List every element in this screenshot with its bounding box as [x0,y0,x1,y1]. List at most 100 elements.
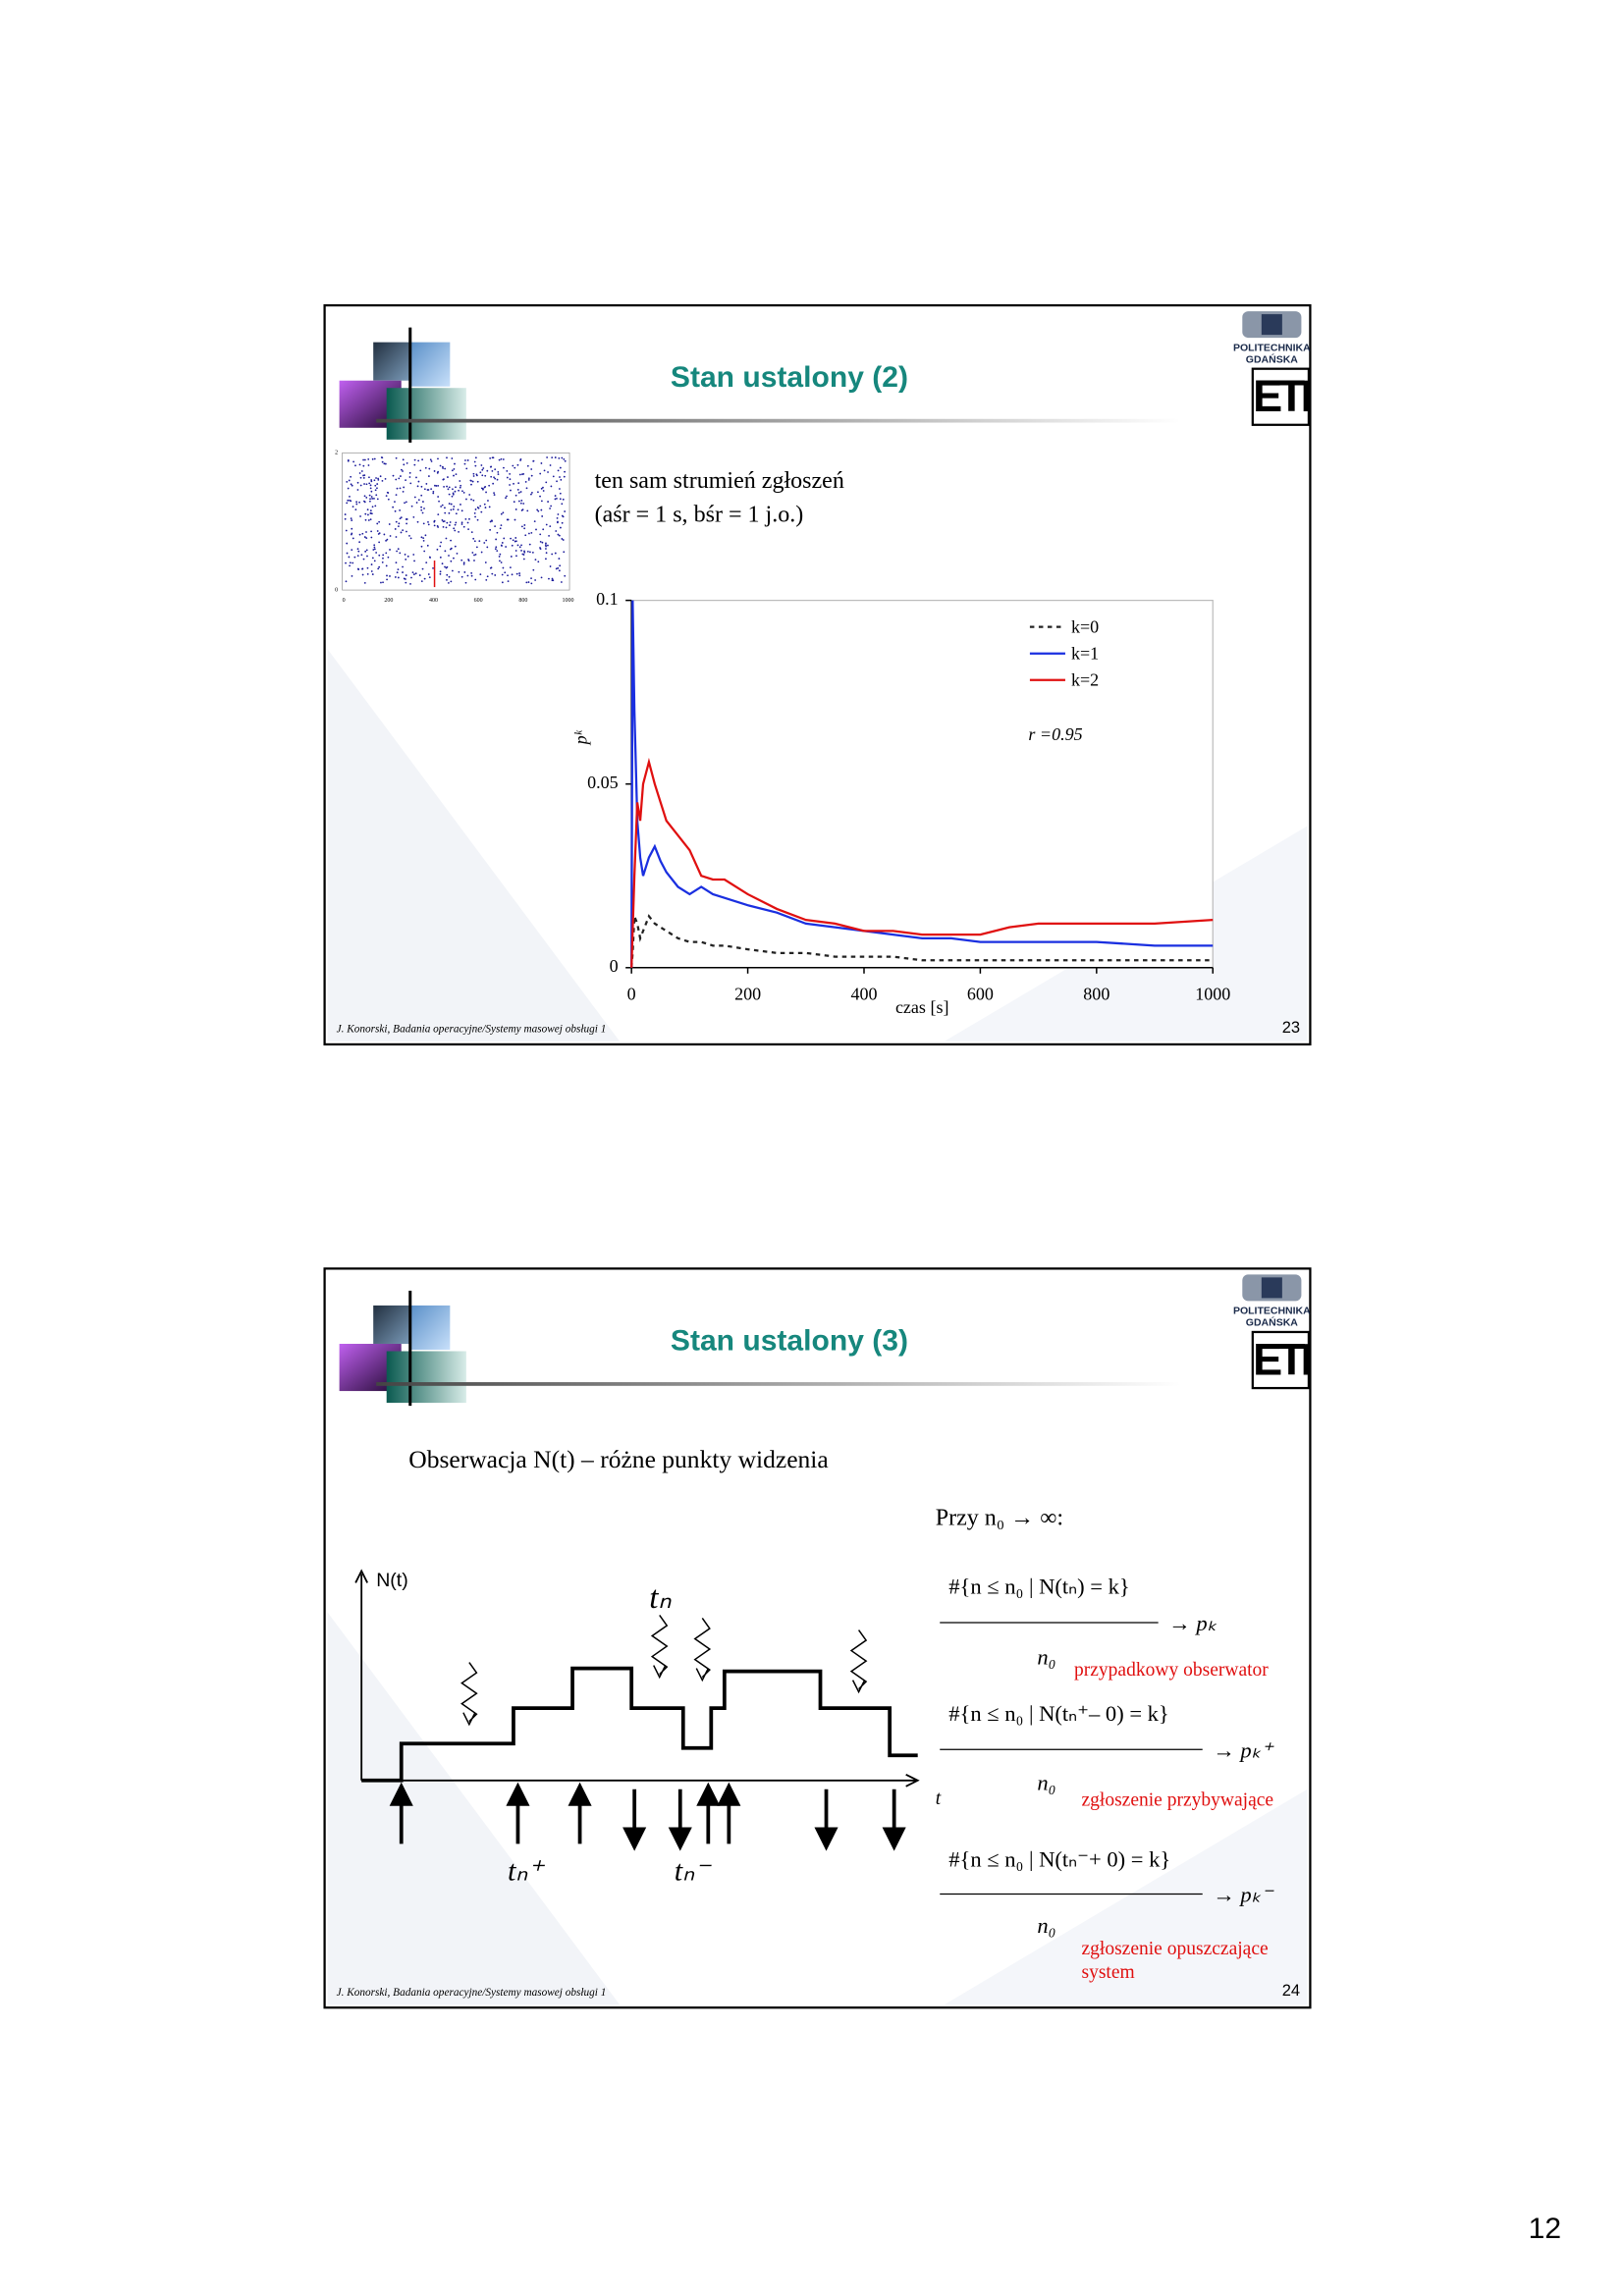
thumbnail-dot [510,537,513,540]
thumbnail-dot [460,509,463,512]
thumbnail-dot [441,519,444,521]
thumbnail-dot [392,506,395,508]
arrival-arrow [717,1782,741,1844]
thumbnail-dot [432,492,435,495]
thumbnail-dot [370,479,373,481]
thumbnail-dot [519,502,522,505]
thumbnail-dot [464,517,467,520]
thumbnail-dot [471,480,474,483]
thumbnail-dot [417,459,420,462]
thumbnail-dot [384,462,387,465]
title-rule [376,418,1181,423]
thumbnail-dot [399,509,402,511]
thumbnail-dot [359,484,362,487]
thumbnail-dot [362,474,364,477]
thumbnail-x-tick: 1000 [563,598,574,604]
thumbnail-dot [403,486,406,489]
thumbnail-dot [371,498,374,500]
thumbnail-dot [524,481,527,483]
thumbnail-dot [376,487,378,490]
thumbnail-dot [450,503,453,506]
formula-result: → pₖ [1168,1611,1217,1635]
thumbnail-dot [346,480,349,483]
thumbnail-dot [379,475,382,478]
thumbnail-dot [493,492,495,495]
thumbnail-dot [534,559,537,561]
thumbnail-dot [358,463,361,466]
condition-text: Przy n₀ → ∞: [936,1505,1063,1530]
thumbnail-dot [517,482,520,485]
thumbnail-dot [515,555,517,558]
x-axis-label: czas [s] [895,997,949,1017]
thumbnail-dot [451,457,454,459]
thumbnail-dot [445,526,448,529]
thumbnail-dot [352,561,354,564]
thumbnail-dot [516,463,519,466]
thumbnail-dot [426,544,429,547]
thumbnail-dot [458,530,460,533]
thumbnail-dot [367,513,369,516]
thumbnail-dot [428,467,431,470]
thumbnail-dot [411,571,414,574]
thumbnail-dot [405,518,407,520]
thumbnail-dot [495,538,498,541]
thumbnail-dot [551,553,554,556]
thumbnail-dot [505,497,507,500]
thumbnail-dot [410,576,412,579]
thumbnail-dot [561,503,564,506]
thumbnail-dot [472,499,475,502]
thumbnail-dot [415,502,418,504]
thumbnail-dot [460,484,462,487]
thumbnail-dot [386,538,389,541]
thumbnail-dot [428,556,431,559]
thumbnail-dot [495,546,498,549]
thumbnail-dot [388,523,391,525]
thumbnail-dot [466,574,469,577]
thumbnail-dot [439,464,442,467]
thumbnail-dot [405,559,407,561]
thumbnail-dot [468,494,471,496]
thumbnail-dot [351,574,353,577]
thumbnail-dot [561,521,564,524]
thumbnail-dot [506,476,509,479]
thumbnail-dot [460,521,463,524]
thumbnail-dot [465,498,467,501]
thumbnail-dot [369,518,372,521]
body-text: (aśr = 1 s, bśr = 1 j.o.) [595,502,804,527]
thumbnail-dot [490,465,493,468]
thumbnail-dot [365,531,367,533]
thumbnail-dot [462,525,465,528]
thumbnail-dot [453,527,456,530]
thumbnail-dot [556,497,558,500]
thumbnail-dot [368,482,371,485]
thumbnail-dot [532,568,535,571]
thumbnail-dot [373,544,376,547]
thumbnail-dot [506,469,509,472]
thumbnail-dot [559,564,562,567]
thumbnail-dot [427,520,429,523]
thumbnail-dot [374,505,377,507]
thumbnail-dot [559,476,561,478]
thumbnail-dot [507,580,510,582]
thumbnail-dot [409,537,412,540]
thumbnail-dot [564,470,566,473]
thumbnail-dot [365,549,368,552]
thumbnail-dot [448,486,451,489]
thumbnail-dot [507,574,509,577]
logo-mark: ETI [1253,1334,1311,1384]
logo-city: GDAŃSKA [1246,1316,1299,1329]
thumbnail-dot [443,520,446,522]
thumbnail-dot [406,555,409,558]
thumbnail-dot [514,537,517,539]
thumbnail-dot [448,575,451,578]
thumbnail-dot [349,495,351,498]
thumbnail-dot [365,537,368,540]
thumbnail-dot [468,517,470,520]
thumbnail-dot [504,571,507,574]
thumbnail-dot [561,538,564,540]
thumbnail-dot [363,581,366,584]
thumbnail-dot [480,464,483,466]
thumbnail-dot [363,483,365,485]
thumbnail-dot [472,472,475,475]
logo-emblem [1261,1277,1282,1299]
